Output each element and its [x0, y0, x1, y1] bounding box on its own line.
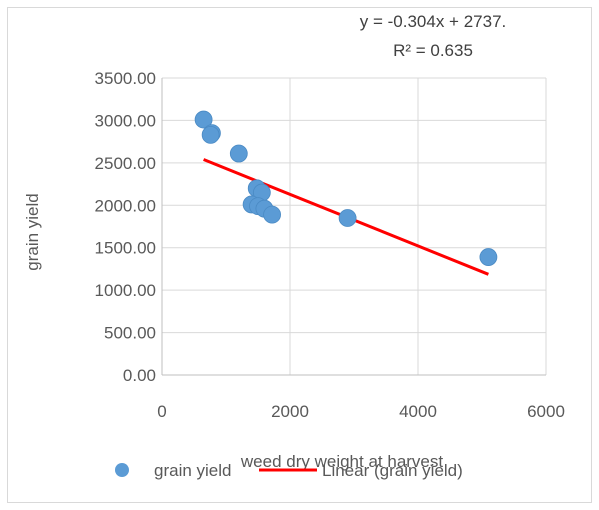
data-point: [263, 205, 281, 224]
trendline-equation: y = -0.304x + 2737.: [360, 12, 507, 31]
legend-label-grain-yield: grain yield: [154, 461, 232, 480]
data-point: [201, 125, 220, 144]
y-tick-label: 500.00: [104, 324, 156, 343]
data-point: [479, 248, 498, 266]
data-point: [229, 144, 248, 163]
axes: [161, 78, 546, 376]
x-axis-label: weed dry weight at harvest: [240, 452, 443, 471]
y-axis-label: grain yield: [23, 193, 42, 271]
legend: grain yield Linear (grain yield): [115, 461, 463, 480]
y-tick-label: 3500.00: [95, 69, 156, 88]
x-tick-label: 0: [157, 402, 166, 421]
y-tick-label: 1500.00: [95, 239, 156, 258]
x-tick-label: 6000: [527, 402, 565, 421]
y-tick-label: 2000.00: [95, 196, 156, 215]
data-points: [194, 110, 498, 266]
legend-label-linear: Linear (grain yield): [322, 461, 463, 480]
y-tick-labels: 0.00 500.00 1000.00 1500.00 2000.00 2500.00 30…: [95, 69, 156, 385]
data-point: [338, 209, 357, 227]
y-tick-label: 2500.00: [95, 154, 156, 173]
y-tick-label: 0.00: [123, 366, 156, 385]
x-tick-labels: 0 2000 4000 6000: [157, 402, 565, 421]
x-tick-label: 4000: [399, 402, 437, 421]
gridlines: [162, 77, 547, 375]
trendline-r-squared: R² = 0.635: [393, 41, 473, 60]
y-tick-label: 1000.00: [95, 281, 156, 300]
y-tick-label: 3000.00: [95, 111, 156, 130]
x-tick-label: 2000: [271, 402, 309, 421]
legend-marker-grain-yield: [115, 463, 129, 477]
data-point: [194, 110, 213, 129]
